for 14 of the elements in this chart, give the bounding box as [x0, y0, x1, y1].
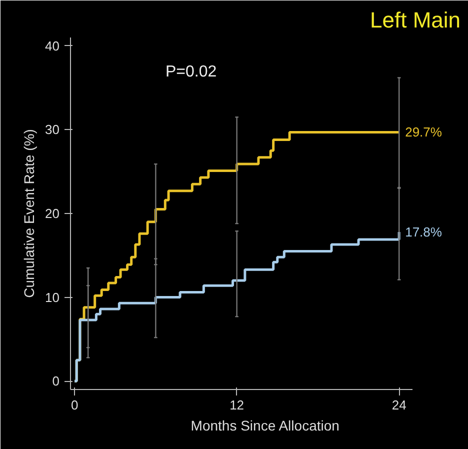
chart-title: Left Main — [370, 8, 461, 32]
x-tick-label: 24 — [392, 398, 406, 412]
y-tick-label: 40 — [45, 38, 60, 54]
y-tick-label: 10 — [45, 290, 60, 305]
y-tick-label: 20 — [45, 206, 60, 221]
x-axis-title: Months Since Allocation — [190, 418, 340, 434]
annotation: P=0.02 — [166, 64, 217, 80]
y-tick-label: 30 — [45, 122, 60, 138]
y-tick-label: 0 — [52, 374, 60, 389]
x-tick-label: 12 — [230, 398, 244, 412]
annotation: 17.8% — [405, 224, 442, 240]
x-tick-label: 0 — [70, 398, 78, 412]
annotation: 29.7% — [405, 124, 442, 140]
y-axis-title: Cumulative Event Rate (%) — [21, 129, 38, 298]
